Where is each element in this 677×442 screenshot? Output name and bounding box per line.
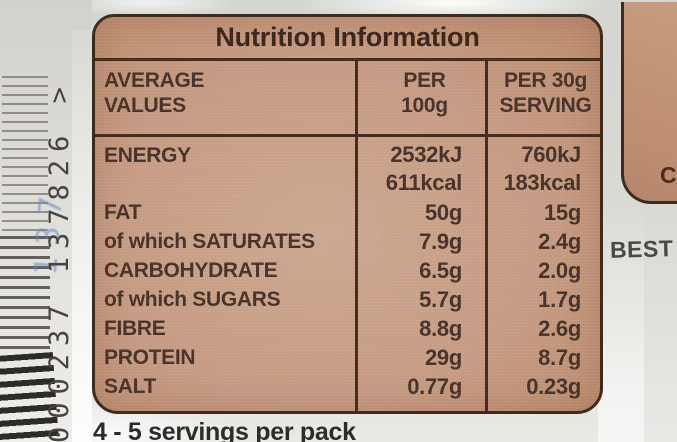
column-divider <box>485 61 488 411</box>
header-average-values: AVERAGE VALUES <box>104 69 205 117</box>
row-sugars: of which SUGARS 5.7g 1.7g <box>104 287 581 312</box>
barcode-strip: 137 000237 137826 > <box>0 0 92 442</box>
header-per-100g: PER 100g <box>401 69 448 117</box>
row-fibre: FIBRE 8.8g 2.6g <box>104 316 581 341</box>
barcode-bars <box>2 76 48 236</box>
row-saturates: of which SATURATES 7.9g 2.4g <box>104 229 581 254</box>
row-fat: FAT 50g 15g <box>104 200 581 225</box>
nutrition-title: Nutrition Information <box>95 17 600 61</box>
film-glare <box>60 0 240 16</box>
row-energy: ENERGY 2532kJ 611kcal 760kJ 183kcal <box>104 142 581 195</box>
best-before-text: BEST <box>609 235 674 263</box>
barcode-digits: 000237 137826 > <box>44 79 75 442</box>
row-protein: PROTEIN 29g 8.7g <box>104 345 581 370</box>
film-glare <box>598 200 644 442</box>
nutrition-header-row: AVERAGE VALUES PER 100g PER 30g SERVING <box>95 61 600 137</box>
nutrition-rows: ENERGY 2532kJ 611kcal 760kJ 183kcal FAT … <box>95 137 600 401</box>
film-highlight <box>72 30 92 442</box>
row-salt: SALT 0.77g 0.23g <box>104 374 581 399</box>
row-carbohydrate: CARBOHYDRATE 6.5g 2.0g <box>104 258 581 283</box>
adjacent-label-text: Co <box>660 162 677 188</box>
servings-per-pack-text: 4 - 5 servings per pack <box>93 418 356 442</box>
barcode-bars <box>0 236 50 356</box>
header-per-serving: PER 30g SERVING <box>499 69 592 117</box>
nutrition-panel: Nutrition Information AVERAGE VALUES PER… <box>92 14 603 414</box>
column-divider <box>355 61 358 411</box>
adjacent-label-panel: Co <box>621 2 677 204</box>
